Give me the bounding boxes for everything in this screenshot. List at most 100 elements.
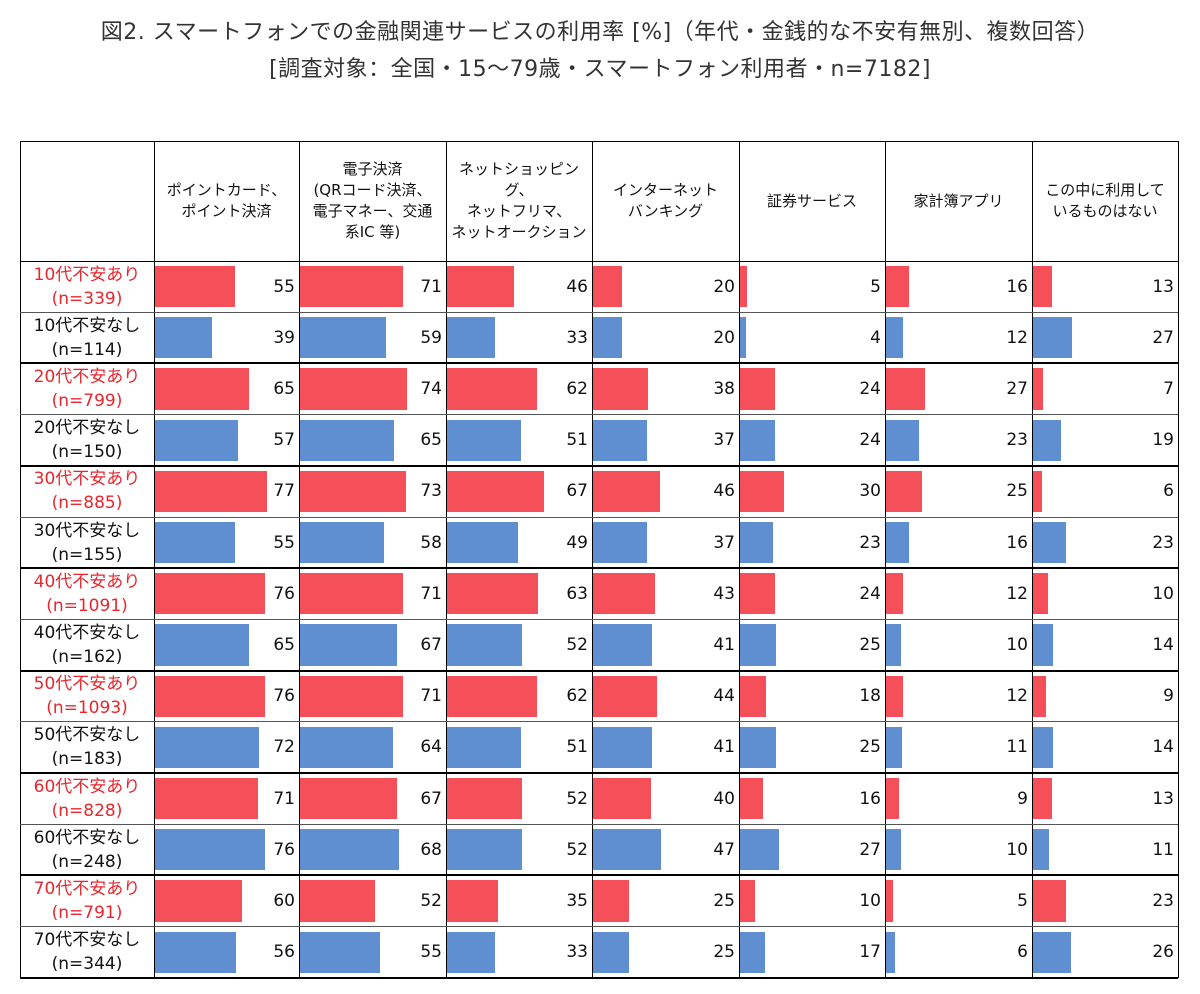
grid-line (20, 414, 1178, 416)
chart-subtitle: [調査対象：全国・15〜79歳・スマートフォン利用者・n=7182] (269, 57, 931, 82)
data-label: 72 (273, 737, 295, 758)
grid-line (884, 141, 886, 978)
column-header: この中に利用して いるものはない (1045, 181, 1165, 220)
bar (447, 470, 545, 512)
bar (447, 573, 539, 615)
data-label: 4 (870, 327, 881, 348)
bar (300, 726, 393, 768)
bar (1033, 573, 1048, 615)
bar (447, 778, 523, 820)
bar (300, 470, 406, 512)
row-label: 10代不安あり (n=339) (33, 264, 141, 309)
row-label: 60代不安あり (n=828) (33, 776, 141, 821)
data-label: 27 (859, 839, 881, 860)
data-label: 33 (566, 327, 588, 348)
grid-line (20, 260, 1178, 262)
bar (155, 778, 258, 820)
data-label: 39 (273, 327, 295, 348)
row-label: 10代不安なし (n=114) (33, 315, 141, 360)
data-label: 12 (1006, 583, 1028, 604)
bar (740, 573, 775, 615)
bar (155, 726, 260, 768)
bar (593, 931, 630, 973)
bar (300, 778, 398, 820)
data-label: 76 (273, 686, 295, 707)
bar (886, 675, 904, 717)
data-label: 52 (566, 635, 588, 655)
data-label: 35 (566, 891, 588, 911)
row-label: 20代不安なし (n=150) (33, 418, 141, 463)
grid-line (738, 141, 740, 978)
data-label: 55 (273, 532, 295, 553)
data-label: 13 (1152, 788, 1174, 809)
row-label: 70代不安あり (n=791) (33, 878, 141, 923)
row-label: 50代不安なし (n=183) (33, 725, 141, 770)
data-label: 14 (1152, 737, 1174, 758)
data-label: 14 (1152, 635, 1174, 655)
bar (1033, 368, 1044, 410)
data-label: 52 (420, 891, 442, 911)
data-label: 5 (870, 276, 881, 297)
data-label: 25 (859, 737, 881, 758)
data-label: 12 (1006, 327, 1028, 348)
data-label: 74 (420, 379, 442, 399)
data-label: 49 (566, 532, 588, 553)
data-label: 37 (713, 430, 735, 451)
bar (740, 931, 765, 973)
bar (1033, 624, 1054, 666)
bar (155, 931, 237, 973)
data-label: 43 (713, 583, 735, 604)
grid-line (298, 141, 300, 978)
data-label: 38 (713, 379, 735, 399)
data-label: 41 (713, 737, 735, 758)
bar (155, 419, 238, 461)
data-label: 57 (273, 430, 295, 451)
data-label: 52 (566, 839, 588, 860)
data-label: 16 (859, 788, 881, 809)
grid-line (20, 669, 1178, 672)
data-label: 65 (273, 635, 295, 655)
bar (155, 573, 266, 615)
bar (886, 624, 901, 666)
data-label: 44 (713, 686, 735, 707)
bar (1033, 317, 1073, 359)
bar (886, 931, 895, 973)
bar (886, 829, 901, 871)
bar (886, 522, 910, 564)
bar (740, 317, 746, 359)
row-label: 30代不安なし (n=155) (33, 520, 141, 565)
data-label: 25 (713, 942, 735, 963)
bar (886, 266, 910, 308)
chart-title: 図2. スマートフォンでの金融関連サービスの利用率 [%]（年代・金銭的な不安有… (100, 20, 1100, 45)
bar (1033, 470, 1042, 512)
bar (740, 778, 764, 820)
data-label: 67 (420, 635, 442, 655)
data-label: 63 (566, 583, 588, 604)
data-label: 27 (1006, 379, 1028, 399)
data-label: 26 (1152, 942, 1174, 963)
grid-line (1031, 141, 1033, 978)
data-label: 51 (566, 430, 588, 451)
bar (300, 522, 385, 564)
data-label: 25 (713, 891, 735, 911)
data-label: 5 (1017, 891, 1028, 911)
bar (886, 726, 902, 768)
bar (593, 522, 647, 564)
data-label: 71 (420, 583, 442, 604)
bar (740, 675, 767, 717)
bar (447, 419, 521, 461)
grid-line (20, 362, 1178, 365)
data-label: 67 (566, 481, 588, 502)
bar (740, 624, 777, 666)
data-label: 25 (859, 635, 881, 655)
bar (886, 573, 904, 615)
bar (886, 470, 923, 512)
column-header: 電子決済 (QRコード決済、 電子マネー、交通 系IC 等) (312, 160, 433, 241)
data-label: 9 (1163, 686, 1174, 707)
grid-line (20, 516, 1178, 518)
data-label: 55 (273, 276, 295, 297)
data-label: 23 (859, 532, 881, 553)
data-label: 11 (1152, 839, 1174, 860)
data-label: 67 (420, 788, 442, 809)
